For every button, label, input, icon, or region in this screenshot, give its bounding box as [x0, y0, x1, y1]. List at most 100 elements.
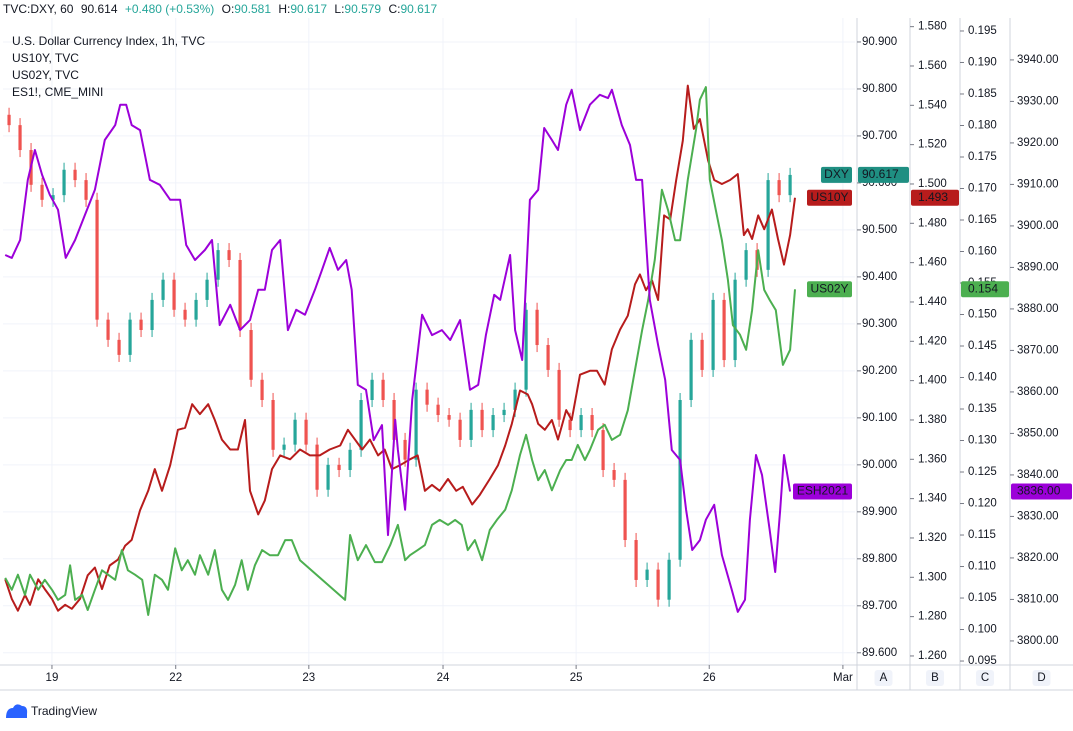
candle-body: [502, 409, 506, 416]
y-tick-label: 3840.00: [1017, 469, 1059, 481]
candle-body: [117, 339, 121, 355]
y-tick-label: 0.145: [968, 340, 997, 352]
candle-body: [7, 114, 11, 126]
candle-body: [634, 540, 638, 580]
plot-area: [3, 18, 855, 665]
candle-body: [645, 569, 649, 580]
axis-letter-box: [926, 670, 944, 686]
candle-body: [326, 464, 330, 490]
candle-body: [348, 449, 352, 471]
y-tick-label: 0.105: [968, 592, 997, 604]
candle-body: [271, 399, 275, 450]
y-tick-label: 90.800: [862, 83, 897, 95]
candle-body: [315, 444, 319, 490]
price-tag-label: 90.617: [862, 167, 899, 181]
y-tick-label: 1.520: [918, 139, 947, 151]
y-tick-label: 1.500: [918, 178, 947, 190]
candle-body: [656, 569, 660, 600]
y-tick-label: 90.000: [862, 459, 897, 471]
candle-body: [73, 169, 77, 181]
candle-body: [601, 430, 605, 471]
candle-body: [381, 379, 385, 400]
y-tick-label: 1.540: [918, 99, 947, 111]
y-tick-label: 90.300: [862, 318, 897, 330]
y-tick-label: 3850.00: [1017, 427, 1059, 439]
price-tag-name: DXY: [824, 167, 849, 181]
candle-body: [744, 250, 748, 280]
candle-body: [172, 279, 176, 310]
candle-body: [227, 250, 231, 260]
candle-body: [524, 309, 528, 390]
price-tag: [821, 166, 852, 183]
candle-body: [249, 329, 253, 380]
candle-body: [337, 464, 341, 471]
change: +0.480 (+0.53%): [125, 2, 214, 16]
y-tick-label: 1.440: [918, 296, 947, 308]
candle-body: [733, 279, 737, 361]
y-tick-label: 90.400: [862, 271, 897, 283]
y-tick-label: 89.700: [862, 600, 897, 612]
y-tick-label: 1.420: [918, 335, 947, 347]
candle-body: [293, 419, 297, 445]
candle-body: [480, 409, 484, 431]
y-tick-label: 0.135: [968, 403, 997, 415]
y-tick-label: 90.700: [862, 130, 897, 142]
legend-entry: US02Y, TVC: [12, 68, 79, 82]
candle-body: [183, 309, 187, 320]
y-tick-label: 3890.00: [1017, 261, 1059, 273]
y-tick-label: 0.095: [968, 655, 997, 667]
y-tick-label: 0.195: [968, 25, 997, 37]
candle-body: [370, 379, 374, 400]
candle-body: [260, 379, 264, 400]
y-tick-label: 3800.00: [1017, 635, 1059, 647]
y-tick-label: 1.460: [918, 257, 947, 269]
y-tick-label: 1.380: [918, 414, 947, 426]
candle-body: [766, 180, 770, 270]
brand: TradingView: [31, 704, 97, 718]
y-tick-label: 1.320: [918, 532, 947, 544]
y-tick-label: 0.130: [968, 435, 997, 447]
x-tick-label: 26: [703, 672, 716, 684]
candle-body: [51, 195, 55, 200]
y-tick-label: 0.175: [968, 151, 997, 163]
price-tag-value: [858, 166, 909, 183]
candle-body: [194, 299, 198, 320]
x-tick-label: 19: [46, 672, 59, 684]
candle-body: [106, 319, 110, 340]
x-tick-label: Mar: [833, 672, 853, 684]
price-tag-label: 1.493: [918, 190, 948, 204]
x-tick-label: 23: [302, 672, 315, 684]
x-tick-label: 22: [169, 672, 182, 684]
candle-body: [513, 389, 517, 410]
y-tick-label: 1.340: [918, 493, 947, 505]
candle-body: [579, 415, 583, 431]
price-tag-value: [961, 281, 1009, 298]
legend-title: U.S. Dollar Currency Index, 1h, TVC: [12, 34, 206, 48]
y-tick-label: 0.120: [968, 498, 997, 510]
y-tick-label: 3810.00: [1017, 593, 1059, 605]
y-tick-label: 1.300: [918, 571, 947, 583]
y-tick-label: 89.600: [862, 647, 897, 659]
y-tick-label: 90.100: [862, 412, 897, 424]
candle-body: [161, 279, 165, 300]
y-tick-label: 3860.00: [1017, 386, 1059, 398]
candle-body: [447, 415, 451, 420]
ohlc-label: C:: [388, 2, 400, 16]
y-tick-label: 3910.00: [1017, 178, 1059, 190]
candle-body: [491, 415, 495, 431]
candle-body: [62, 169, 66, 196]
price-tag-label: 3836.00: [1017, 484, 1061, 498]
price-tag-name: US10Y: [810, 190, 848, 204]
ohlc-label: H:: [278, 2, 290, 16]
candle-body: [700, 339, 704, 370]
y-tick-label: 3870.00: [1017, 344, 1059, 356]
candle-body: [205, 279, 209, 300]
candle-body: [711, 299, 715, 370]
candle-body: [18, 125, 22, 151]
y-tick-label: 0.165: [968, 214, 997, 226]
y-tick-label: 3900.00: [1017, 220, 1059, 232]
price-tag: [807, 281, 852, 298]
candle-body: [40, 184, 44, 200]
